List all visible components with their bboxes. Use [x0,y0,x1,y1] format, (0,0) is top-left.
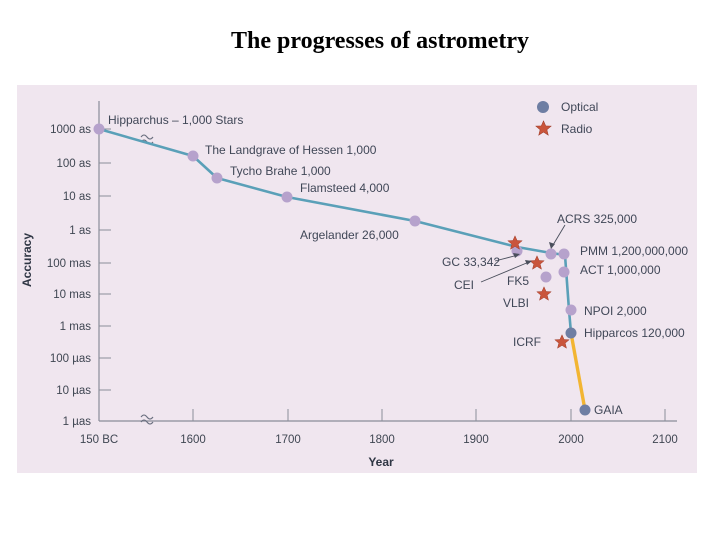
label-act: ACT 1,000,000 [580,263,661,277]
label-icrf: ICRF [513,335,541,349]
annotation-arrows [480,224,566,283]
label-argelander: Argelander 26,000 [300,228,399,242]
y-tick-label: 1 µas [63,416,92,428]
x-tick-label: 1600 [180,434,206,446]
astrometry-chart: 1000 as 100 as 10 as 1 as 100 mas 10 mas… [17,85,697,473]
y-tick-label: 10 as [63,191,91,203]
label-landgrave: The Landgrave of Hessen 1,000 [205,143,377,157]
label-vlbi: VLBI [503,296,529,310]
x-axis-label: Year [368,455,394,469]
y-tick-label: 100 µas [50,353,91,365]
label-hipparcos: Hipparcos 120,000 [584,326,685,340]
label-gc: GC 33,342 [442,255,500,269]
y-tick-label: 100 mas [47,258,91,270]
y-tick-label: 10 µas [56,385,91,397]
point-landgrave [187,150,199,162]
point-argelander [409,215,421,227]
x-tick-label: 2100 [652,434,678,446]
point-flamsteed [281,191,293,203]
point-hipparcos [565,327,577,339]
label-npoi: NPOI 2,000 [584,304,647,318]
point-acrs [545,248,557,260]
y-tick-label: 10 mas [53,289,91,301]
label-flamsteed: Flamsteed 4,000 [300,181,390,195]
legend-optical-marker [537,101,549,113]
label-pmm: PMM 1,200,000,000 [580,244,688,258]
y-ticks: 1000 as 100 as 10 as 1 as 100 mas 10 mas… [47,124,111,428]
label-fk5: FK5 [507,274,529,288]
y-tick-label: 1000 as [50,124,91,136]
point-pmm [558,248,570,260]
y-axis-label: Accuracy [20,233,34,287]
point-act [558,266,570,278]
label-acrs: ACRS 325,000 [557,212,637,226]
x-tick-label: 1800 [369,434,395,446]
label-tycho: Tycho Brahe 1,000 [230,164,331,178]
y-tick-label: 100 as [56,158,91,170]
x-tick-label: 1900 [463,434,489,446]
x-tick-label: 150 BC [80,434,118,446]
label-hipparchus: Hipparchus – 1,000 Stars [108,113,243,127]
y-tick-label: 1 mas [60,321,92,333]
label-cei: CEI [454,278,474,292]
legend: Optical Radio [535,100,598,136]
legend-radio-label: Radio [561,122,593,136]
x-tick-label: 2000 [558,434,584,446]
gaia-projection-line [569,332,587,411]
y-tick-label: 1 as [69,225,91,237]
page-title: The progresses of astrometry [231,28,529,54]
point-hipparchus [93,123,105,135]
point-tycho [211,172,223,184]
optical-trend-line [98,127,573,334]
axis-break-bottom [140,414,154,425]
optical-markers [93,123,591,416]
point-npoi [565,304,577,316]
point-gaia [579,404,591,416]
legend-optical-label: Optical [561,100,598,114]
x-tick-label: 1700 [275,434,301,446]
x-ticks: 150 BC 1600 1700 1800 1900 2000 2100 [80,409,678,446]
point-cei [540,271,552,283]
label-gaia: GAIA [594,403,623,417]
